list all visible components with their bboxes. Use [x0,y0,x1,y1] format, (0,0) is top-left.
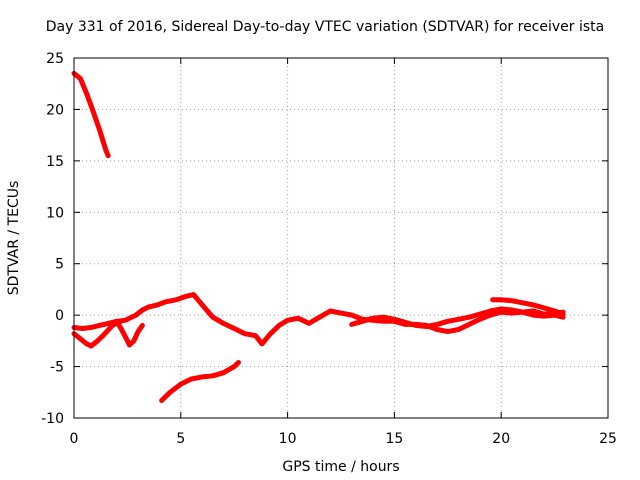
series-arc-6 [349,306,566,329]
series-layer [71,70,566,403]
y-tick-label: -10 [41,411,64,427]
y-tick-label: 0 [55,308,64,324]
series-arc-5 [159,360,241,403]
x-axis-label: GPS time / hours [282,459,399,475]
series-arc-4 [114,318,145,348]
x-tick-label: 10 [279,431,297,447]
y-tick-label: 5 [55,257,64,273]
plot-frame [73,57,609,419]
series-arc-3 [71,318,124,349]
y-tick-label: 25 [46,51,64,67]
y-tick-label: 20 [46,102,64,118]
x-tick-label: 5 [176,431,185,447]
y-tick-label: -5 [50,360,64,376]
x-tick-label: 15 [385,431,403,447]
chart-title: Day 331 of 2016, Sidereal Day-to-day VTE… [46,19,604,35]
grid [74,58,608,418]
series-arc-7 [490,297,566,317]
y-axis-label: SDTVAR / TECUs [6,181,22,296]
series-arc-1 [71,70,111,159]
y-tick-label: 10 [46,205,64,221]
y-tick-label: 15 [46,154,64,170]
x-tick-label: 0 [70,431,79,447]
x-tick-label: 25 [599,431,617,447]
x-tick-label: 20 [492,431,510,447]
axis-ticks: 0 5 10 15 20 25 -10 -5 0 5 10 15 20 25 [41,51,617,447]
series-arc-2 [71,292,566,347]
